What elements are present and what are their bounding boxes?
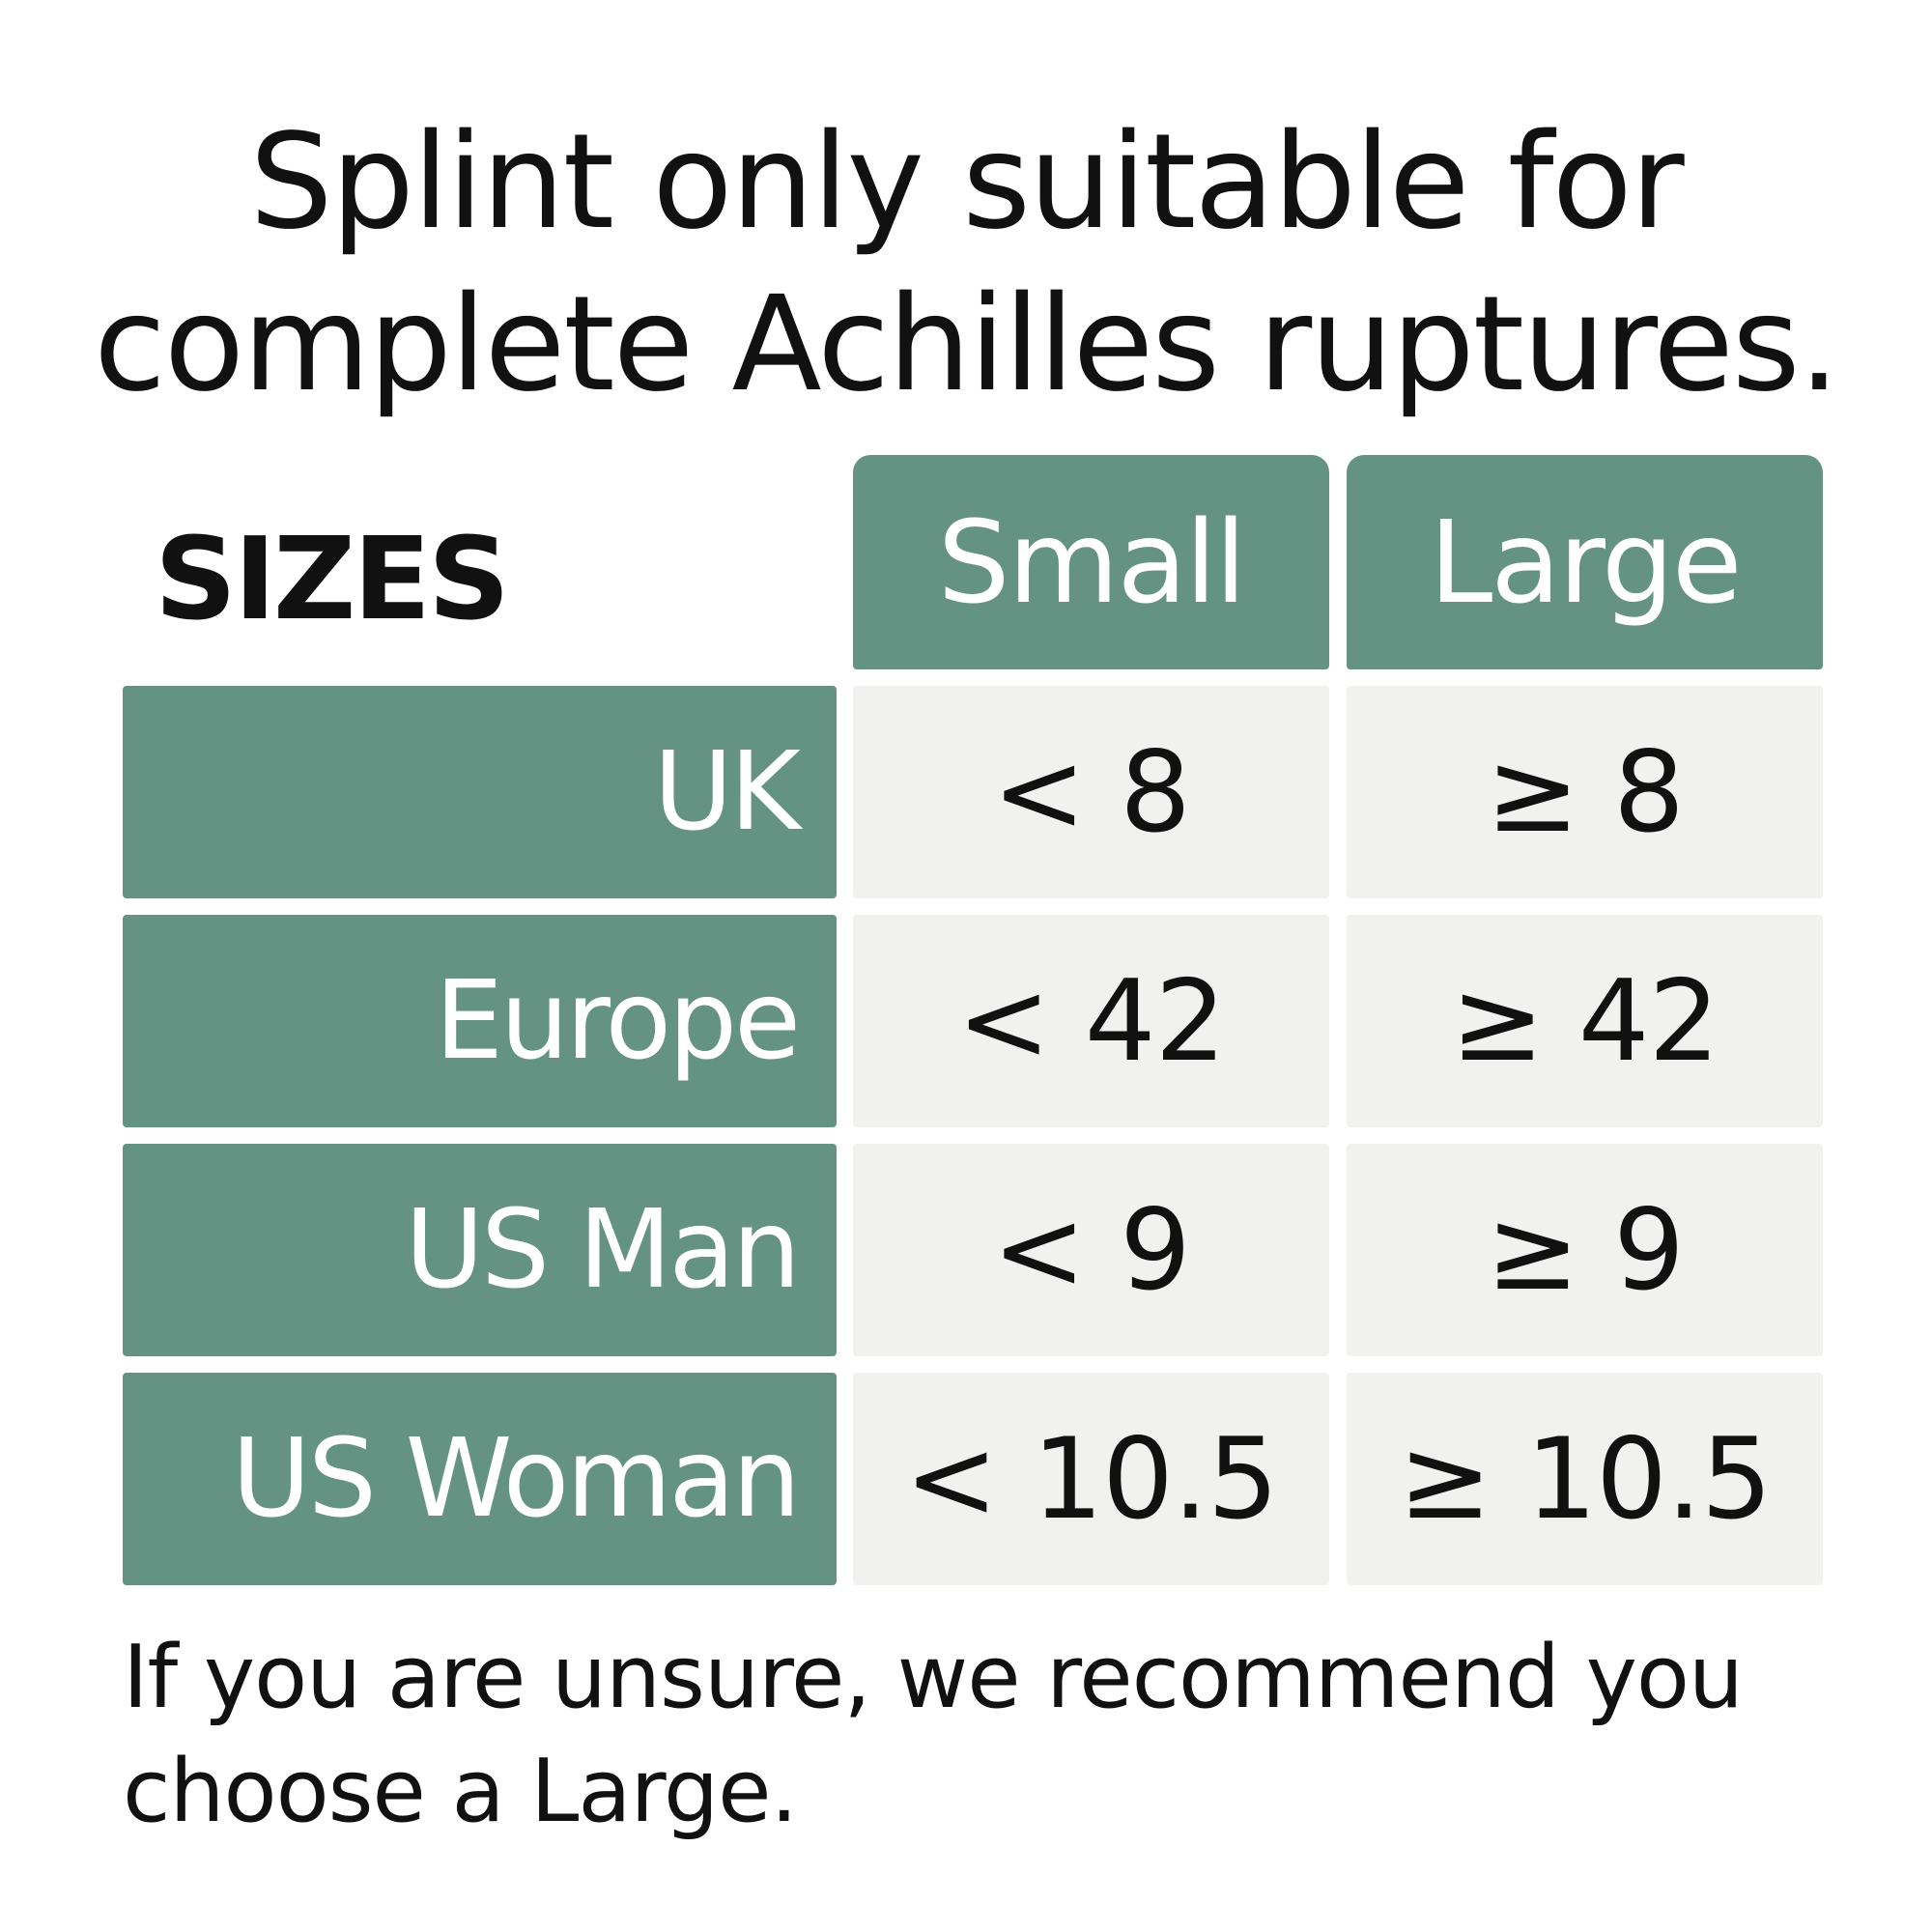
sizes-label: SIZES [155,512,510,645]
cell-europe-large: ≥ 42 [1347,915,1823,1127]
row-label-us-woman: US Woman [123,1373,837,1585]
cell-us-man-large: ≥ 9 [1347,1144,1823,1356]
cell-uk-large: ≥ 8 [1347,686,1823,898]
column-header-large: Large [1347,455,1823,669]
cell-us-woman-large: ≥ 10.5 [1347,1373,1823,1585]
row-label-us-man: US Man [123,1144,837,1356]
cell-us-woman-small: < 10.5 [853,1373,1329,1585]
row-label-uk: UK [123,686,837,898]
page-title: Splint only suitable for complete Achill… [0,101,1932,426]
title-line-2: complete Achilles ruptures. [94,269,1840,421]
column-header-small: Small [853,455,1329,669]
footnote: If you are unsure, we recommend you choo… [123,1627,1744,1842]
title-line-1: Splint only suitable for [249,106,1684,259]
cell-uk-small: < 8 [853,686,1329,898]
row-label-europe: Europe [123,915,837,1127]
cell-us-man-small: < 9 [853,1144,1329,1356]
cell-europe-small: < 42 [853,915,1329,1127]
